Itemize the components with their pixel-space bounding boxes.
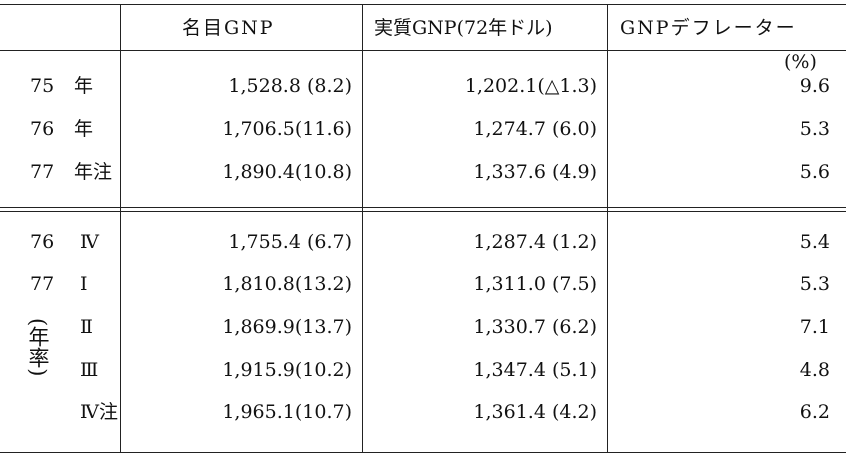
real-cell: 1,347.4 (5.1) [473, 359, 597, 381]
nominal-cell: 1,915.9(10.2) [222, 359, 352, 381]
header-cell: 実質GNP(72年ドル) [374, 17, 553, 39]
deflator-cell: 7.1 [799, 316, 830, 338]
real-cell: 1,361.4 (4.2) [473, 401, 597, 423]
year-cell: 76 [30, 118, 55, 140]
real-cell: 1,311.0 (7.5) [473, 273, 597, 295]
period-cell: Ⅱ [80, 316, 93, 338]
nominal-cell: 1,755.4 (6.7) [228, 231, 352, 253]
year-cell: 75 [30, 75, 55, 97]
rule [0, 50, 846, 51]
unit: (%) [784, 51, 817, 73]
real-cell: 1,337.6 (4.9) [473, 161, 597, 183]
column-rule [362, 4, 363, 452]
rule [0, 4, 846, 5]
side-label: (年率) [26, 318, 50, 377]
year-cell: 77 [30, 161, 55, 183]
nominal-cell: 1,890.4(10.8) [222, 161, 352, 183]
deflator-cell: 5.3 [799, 273, 830, 295]
nominal-cell: 1,869.9(13.7) [222, 316, 352, 338]
nominal-cell: 1,810.8(13.2) [222, 273, 352, 295]
period-cell: Ⅰ [80, 273, 88, 295]
header-cell: 名目GNP [182, 17, 275, 39]
period-cell: Ⅲ [80, 359, 99, 381]
year-cell: 77 [30, 273, 55, 295]
period-cell: 年注 [74, 161, 113, 183]
period-cell: Ⅳ注 [80, 401, 118, 423]
deflator-cell: 5.4 [799, 231, 830, 253]
deflator-cell: 4.8 [799, 359, 830, 381]
deflator-cell: 9.6 [799, 75, 830, 97]
nominal-cell: 1,706.5(11.6) [222, 118, 352, 140]
year-cell: 76 [30, 231, 55, 253]
rule [0, 452, 846, 453]
period-cell: Ⅳ [80, 231, 99, 253]
real-cell: 1,274.7 (6.0) [473, 118, 597, 140]
real-cell: 1,287.4 (1.2) [473, 231, 597, 253]
deflator-cell: 5.6 [799, 161, 830, 183]
real-cell: 1,330.7 (6.2) [473, 316, 597, 338]
nominal-cell: 1,965.1(10.7) [222, 401, 352, 423]
rule [0, 211, 846, 212]
real-cell: 1,202.1(△1.3) [464, 75, 597, 97]
period-cell: 年 [74, 75, 94, 97]
nominal-cell: 1,528.8 (8.2) [228, 75, 352, 97]
header-cell: GNPデフレーター [620, 17, 797, 39]
column-rule [120, 4, 121, 452]
column-rule [607, 4, 608, 452]
rule [0, 207, 846, 208]
deflator-cell: 6.2 [799, 401, 830, 423]
deflator-cell: 5.3 [799, 118, 830, 140]
period-cell: 年 [74, 118, 94, 140]
